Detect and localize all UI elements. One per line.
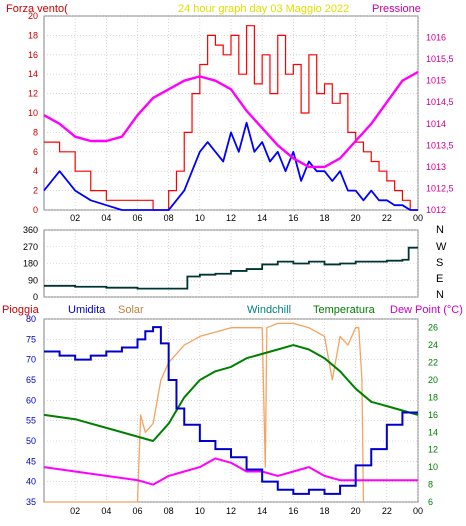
dewpoint-line	[43, 457, 418, 486]
dir-label-w: W	[436, 241, 447, 253]
pressure-tick-label: 1015	[426, 76, 446, 86]
pressure-tick-label: 1015,5	[426, 54, 454, 64]
solar-line	[44, 322, 365, 503]
pressure-tick-label: 1013	[426, 162, 446, 172]
humidity-tick-label: 55	[26, 416, 36, 426]
humidity-tick-label: 80	[26, 314, 36, 324]
x-tick-label-top: 22	[382, 213, 392, 223]
humidity-tick-label: 60	[26, 395, 36, 405]
wind-direction-line	[44, 246, 418, 290]
wind-axis-title: Forza vento(	[6, 3, 68, 15]
pressure-line	[43, 70, 419, 169]
humidity-tick-label: 45	[26, 456, 36, 466]
temperature-tick-label: 24	[428, 340, 438, 350]
temperature-tick-label: 12	[428, 445, 438, 455]
direction-tick-label: 270	[23, 242, 38, 252]
wind-tick-label: 18	[28, 30, 38, 40]
wind-tick-label: 20	[28, 11, 38, 21]
wind-tick-label: 6	[33, 147, 38, 157]
x-tick-label-top: 14	[257, 213, 267, 223]
x-tick-label-bottom: 18	[319, 506, 329, 516]
humidity-tick-label: 35	[26, 497, 36, 507]
humidity-tick-label: 50	[26, 436, 36, 446]
pressure-axis-title: Pressione	[372, 3, 421, 15]
pressure-tick-label: 1016	[426, 33, 446, 43]
temperature-label: Temperatura	[313, 304, 376, 316]
x-tick-label-top: 04	[101, 213, 111, 223]
chart-date-title: 24 hour graph day 03 Maggio 2022	[178, 3, 349, 15]
dir-label-s: S	[436, 257, 443, 269]
temperature-tick-label: 18	[428, 392, 438, 402]
temperature-tick-label: 6	[428, 497, 433, 507]
temperature-tick-label: 14	[428, 427, 438, 437]
x-tick-label-bottom: 20	[351, 506, 361, 516]
pressure-tick-label: 1014	[426, 119, 446, 129]
x-tick-label-top: 12	[226, 213, 236, 223]
wind-tick-label: 0	[33, 205, 38, 215]
pressure-tick-label: 1012,5	[426, 183, 454, 193]
wind-average-line	[43, 121, 418, 211]
x-tick-label-bottom: 16	[288, 506, 298, 516]
x-tick-label-bottom: 08	[164, 506, 174, 516]
x-tick-label-top: 18	[319, 213, 329, 223]
humidity-tick-label: 65	[26, 375, 36, 385]
direction-tick-label: 180	[23, 259, 38, 269]
x-tick-label-bottom: 02	[70, 506, 80, 516]
x-tick-label-top: 08	[164, 213, 174, 223]
temperature-tick-label: 8	[428, 480, 433, 490]
dir-label-e: E	[436, 273, 443, 285]
humidity-tick-label: 70	[26, 355, 36, 365]
solar-label: Solar	[118, 304, 144, 316]
wind-tick-label: 10	[28, 108, 38, 118]
wind-tick-label: 8	[33, 127, 38, 137]
temperature-line	[43, 344, 419, 442]
temperature-tick-label: 26	[428, 323, 438, 333]
windchill-label: Windchill	[247, 304, 291, 316]
pressure-tick-label: 1014,5	[426, 97, 454, 107]
dewpoint-label: Dew Point (°C)	[390, 304, 463, 316]
temperature-tick-label: 10	[428, 462, 438, 472]
humidity-tick-label: 40	[26, 477, 36, 487]
pressure-tick-label: 1012	[426, 205, 446, 215]
dir-label-n-bottom: N	[436, 289, 444, 301]
x-tick-label-top: 06	[132, 213, 142, 223]
x-tick-label-bottom: 06	[132, 506, 142, 516]
x-tick-label-top: 00	[413, 213, 423, 223]
wind-tick-label: 14	[28, 69, 38, 79]
pressure-tick-label: 1013,5	[426, 140, 454, 150]
temperature-tick-label: 22	[428, 358, 438, 368]
wind-tick-label: 2	[33, 186, 38, 196]
x-tick-label-bottom: 00	[413, 506, 423, 516]
humidity-line	[44, 326, 418, 495]
dir-label-n-top: N	[436, 224, 444, 236]
x-tick-label-bottom: 04	[101, 506, 111, 516]
rain-label: Pioggia	[2, 304, 40, 316]
direction-tick-label: 360	[23, 225, 38, 235]
temperature-tick-label: 20	[428, 375, 438, 385]
humidity-label: Umidita	[68, 304, 106, 316]
x-tick-label-top: 20	[351, 213, 361, 223]
wind-tick-label: 16	[28, 50, 38, 60]
x-tick-label-bottom: 12	[226, 506, 236, 516]
x-tick-label-bottom: 14	[257, 506, 267, 516]
x-tick-label-top: 02	[70, 213, 80, 223]
temperature-tick-label: 16	[428, 410, 438, 420]
x-tick-label-top: 10	[195, 213, 205, 223]
x-tick-label-bottom: 22	[382, 506, 392, 516]
wind-tick-label: 4	[33, 166, 38, 176]
humidity-tick-label: 75	[26, 334, 36, 344]
wind-tick-label: 12	[28, 89, 38, 99]
direction-tick-label: 90	[28, 275, 38, 285]
x-tick-label-top: 16	[288, 213, 298, 223]
direction-tick-label: 0	[33, 292, 38, 302]
x-tick-label-bottom: 10	[195, 506, 205, 516]
